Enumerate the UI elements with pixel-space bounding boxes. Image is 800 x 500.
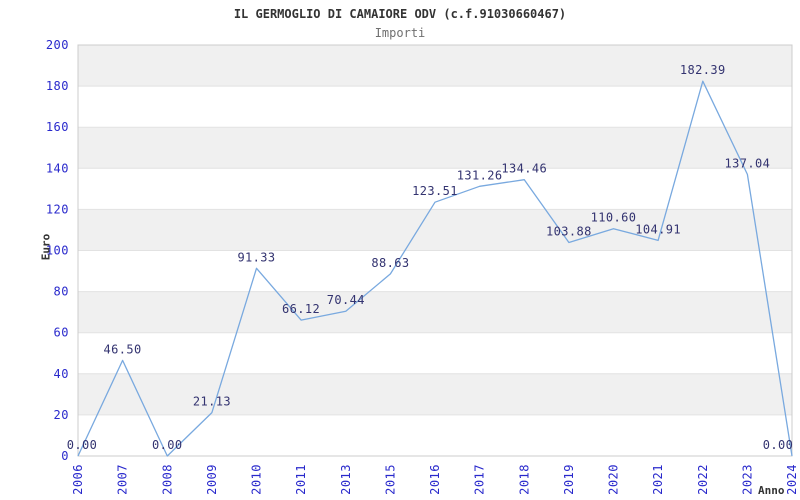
plot-band [78, 209, 792, 251]
point-label: 131.26 [457, 168, 503, 182]
point-label: 0.00 [763, 438, 794, 452]
plot-band [78, 45, 792, 87]
x-tick-label: 2022 [696, 464, 710, 495]
y-tick-label: 100 [46, 244, 69, 258]
point-label: 0.00 [67, 438, 98, 452]
point-label: 88.63 [371, 256, 409, 270]
x-tick-label: 2023 [740, 464, 754, 495]
x-tick-label: 2015 [383, 464, 397, 495]
x-tick-label: 2020 [607, 464, 621, 495]
x-tick-label: 2017 [473, 464, 487, 495]
y-tick-label: 200 [46, 38, 69, 52]
x-tick-label: 2013 [339, 464, 353, 495]
point-label: 91.33 [237, 250, 275, 264]
x-tick-label: 2010 [250, 464, 264, 495]
plot-band [78, 127, 792, 169]
y-tick-label: 20 [54, 408, 69, 422]
point-label: 70.44 [327, 293, 365, 307]
point-label: 123.51 [412, 184, 458, 198]
y-tick-label: 0 [61, 449, 69, 463]
chart-subtitle: Importi [374, 26, 426, 40]
point-label: 134.46 [501, 162, 547, 176]
x-tick-label: 2019 [562, 464, 576, 495]
point-label: 0.00 [152, 438, 183, 452]
point-label: 137.04 [725, 156, 771, 170]
y-tick-label: 60 [54, 326, 69, 340]
y-tick-label: 180 [46, 79, 69, 93]
point-label: 21.13 [193, 395, 231, 409]
point-label: 182.39 [680, 63, 726, 77]
point-label: 110.60 [591, 211, 637, 225]
y-tick-label: 120 [46, 202, 69, 216]
x-tick-label: 2016 [428, 464, 442, 495]
x-tick-label: 2007 [116, 464, 130, 495]
x-tick-label: 2008 [160, 464, 174, 495]
x-tick-label: 2006 [71, 464, 85, 495]
point-label: 46.50 [104, 342, 142, 356]
point-label: 103.88 [546, 225, 592, 239]
plot-band [78, 373, 792, 415]
point-label: 66.12 [282, 302, 320, 316]
line-series [77, 80, 793, 457]
y-axis-title: Euro [39, 233, 53, 261]
chart-title: IL GERMOGLIO DI CAMAIORE ODV (c.f.910306… [233, 7, 567, 21]
plot-border [77, 44, 793, 457]
x-tick-label: 2024 [785, 464, 799, 495]
x-tick-label: 2018 [517, 464, 531, 495]
x-axis-title: Anno [758, 484, 785, 497]
x-tick-label: 2021 [651, 464, 665, 495]
plot-band [78, 291, 792, 333]
y-tick-label: 140 [46, 161, 69, 175]
y-tick-label: 80 [54, 285, 69, 299]
y-tick-label: 160 [46, 120, 69, 134]
y-tick-label: 40 [54, 367, 69, 381]
point-label: 104.91 [635, 222, 681, 236]
x-tick-label: 2009 [205, 464, 219, 495]
x-tick-label: 2011 [294, 464, 308, 495]
